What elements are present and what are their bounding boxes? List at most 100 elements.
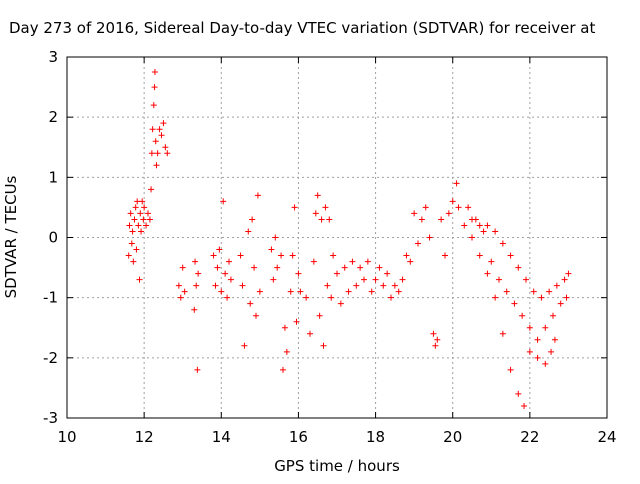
data-point [411, 210, 418, 217]
data-point [154, 150, 161, 157]
data-point [565, 270, 572, 277]
data-point [469, 216, 475, 223]
x-axis-label: GPS time / hours [274, 457, 400, 475]
data-point [303, 294, 310, 301]
data-point [138, 228, 145, 235]
data-point [146, 216, 153, 223]
data-point [127, 210, 134, 217]
data-point [503, 288, 510, 295]
y-tick-label: 0 [48, 229, 58, 247]
chart-title: Day 273 of 2016, Sidereal Day-to-day VTE… [9, 19, 595, 37]
data-point [488, 258, 495, 265]
data-point [272, 234, 279, 241]
data-point [526, 348, 533, 355]
data-point [278, 252, 285, 259]
data-point [175, 282, 182, 289]
data-point [542, 324, 549, 331]
data-point [164, 150, 171, 157]
x-tick-label: 16 [289, 428, 308, 446]
data-point [523, 276, 529, 283]
data-point [492, 294, 499, 301]
data-point [218, 288, 225, 295]
data-point [136, 276, 143, 283]
data-point [455, 204, 462, 211]
data-point [314, 192, 321, 199]
data-point [128, 240, 135, 247]
data-point [337, 300, 344, 307]
data-point [415, 240, 421, 247]
data-point [153, 162, 160, 169]
data-point [553, 282, 560, 289]
data-point [297, 288, 304, 295]
y-axis-label: SDTVAR / TECUs [2, 175, 20, 298]
data-point [519, 312, 526, 319]
x-tick-label: 14 [212, 428, 231, 446]
data-point [361, 276, 367, 283]
data-point [395, 288, 402, 295]
data-point [399, 276, 406, 283]
data-point [270, 276, 277, 283]
data-point [140, 216, 147, 223]
data-point [214, 264, 221, 271]
data-point [179, 264, 186, 271]
data-point [418, 216, 425, 223]
data-point [438, 216, 445, 223]
data-point [293, 318, 300, 325]
data-point [530, 288, 537, 295]
data-point [134, 198, 141, 205]
data-point [384, 270, 391, 277]
data-point [538, 294, 545, 301]
data-point [126, 222, 133, 229]
data-point [434, 336, 441, 343]
data-point [426, 234, 433, 241]
data-point [430, 330, 437, 337]
x-tick-label: 22 [520, 428, 539, 446]
data-point [445, 210, 452, 217]
data-point [496, 276, 502, 283]
data-point [380, 282, 387, 289]
data-point [291, 204, 298, 211]
data-point [289, 252, 296, 259]
data-point [407, 258, 414, 265]
data-point [237, 252, 244, 259]
data-point [181, 288, 188, 295]
data-point [341, 264, 348, 271]
data-point [548, 348, 555, 355]
data-point [137, 210, 144, 217]
data-point [557, 300, 564, 307]
data-point [210, 252, 217, 259]
data-point [465, 204, 472, 211]
data-point [280, 366, 286, 373]
x-tick-labels: 10 12 14 16 18 20 22 24 [57, 428, 616, 446]
data-point [328, 294, 335, 301]
data-point [151, 84, 158, 91]
data-point [224, 294, 231, 301]
data-point [561, 276, 568, 283]
data-point [253, 312, 259, 319]
data-point [511, 300, 518, 307]
data-point [125, 252, 132, 259]
data-point [160, 120, 167, 127]
data-point [177, 294, 184, 301]
data-point [254, 192, 261, 199]
data-point [326, 216, 333, 223]
data-point [453, 180, 460, 187]
data-point [141, 204, 148, 211]
data-point [476, 222, 483, 229]
data-point [542, 360, 549, 367]
x-tick-label: 20 [443, 428, 462, 446]
data-point [145, 210, 151, 217]
data-point [310, 258, 317, 265]
data-point [222, 270, 229, 277]
data-point [526, 324, 533, 331]
data-point [274, 264, 281, 271]
x-tick-label: 10 [57, 428, 76, 446]
data-point [534, 354, 541, 361]
data-point [353, 282, 360, 289]
data-point [334, 270, 340, 277]
data-point [546, 288, 553, 295]
data-point [287, 288, 294, 295]
data-point [484, 270, 491, 277]
data-point [320, 342, 327, 349]
